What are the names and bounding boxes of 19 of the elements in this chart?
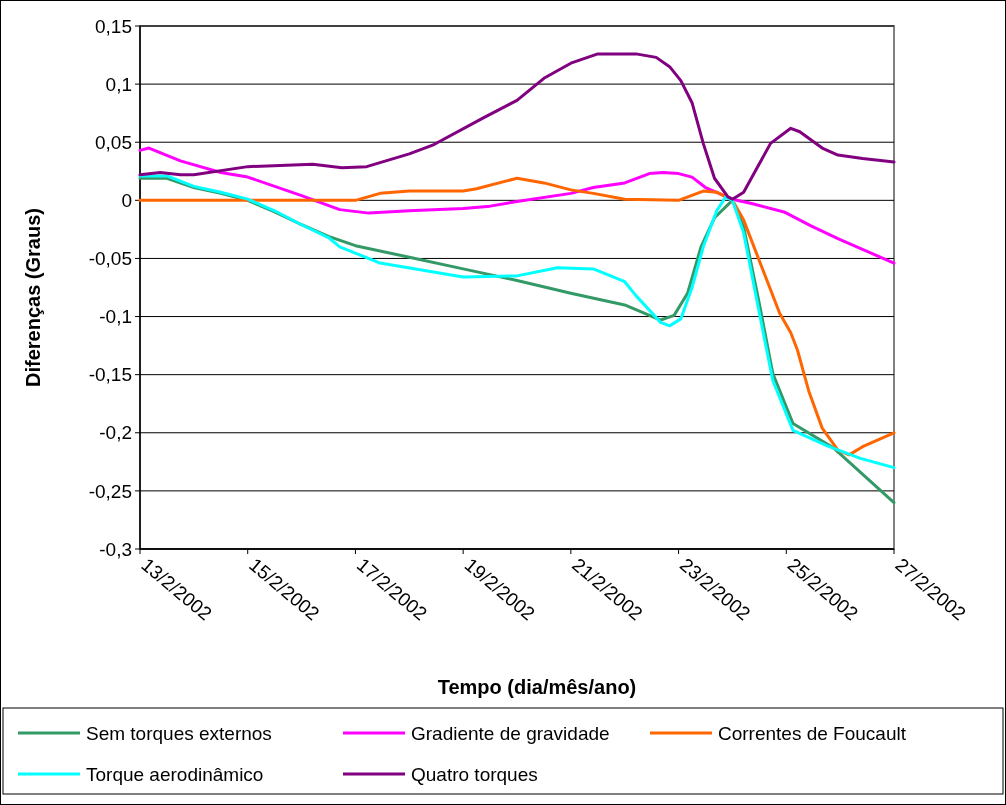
y-axis-title: Diferenças (Graus) bbox=[22, 208, 44, 387]
y-tick-label: -0,2 bbox=[99, 422, 132, 444]
legend-label: Gradiente de gravidade bbox=[411, 722, 610, 744]
x-axis-title: Tempo (dia/mês/ano) bbox=[437, 676, 637, 698]
legend-label: Sem torques externos bbox=[86, 722, 272, 744]
y-tick-label: 0,15 bbox=[95, 15, 132, 37]
y-tick-label: -0,05 bbox=[88, 248, 132, 270]
legend-label: Correntes de Foucault bbox=[718, 722, 907, 744]
legend-label: Quatro torques bbox=[411, 763, 538, 785]
y-tick-label: -0,15 bbox=[88, 364, 132, 386]
y-tick-label: -0,3 bbox=[99, 538, 132, 560]
y-tick-label: 0 bbox=[121, 189, 132, 211]
y-tick-label: -0,1 bbox=[99, 306, 132, 328]
y-tick-label: 0,1 bbox=[105, 73, 132, 95]
line-series bbox=[138, 52, 896, 201]
line-series bbox=[138, 146, 896, 265]
y-tick-label: 0,05 bbox=[95, 131, 132, 153]
y-tick-label: -0,25 bbox=[88, 480, 132, 502]
legend-label: Torque aerodinâmico bbox=[86, 763, 264, 785]
